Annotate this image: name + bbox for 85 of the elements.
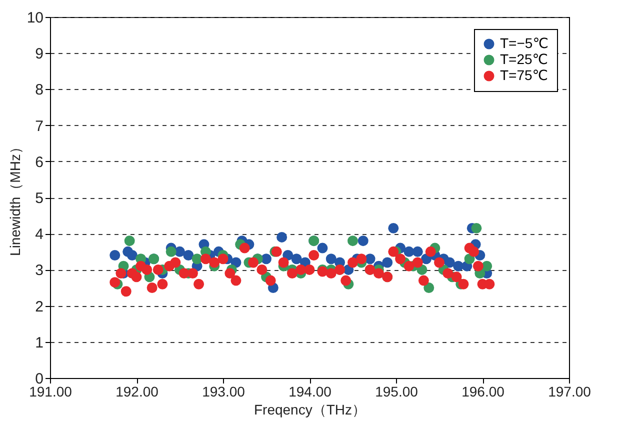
point: [348, 257, 358, 268]
x-tick-label: 197.00: [548, 384, 592, 400]
point: [326, 268, 336, 279]
point: [412, 246, 423, 257]
legend-label: T=−5℃: [500, 35, 548, 51]
point: [239, 242, 250, 254]
point: [209, 257, 220, 268]
point: [291, 254, 302, 264]
point: [326, 254, 336, 264]
y-tick-label: 1: [35, 334, 44, 352]
point: [183, 250, 194, 260]
point: [116, 268, 126, 279]
point: [404, 246, 414, 257]
point: [453, 260, 464, 272]
point: [296, 264, 306, 275]
y-tick-label: 3: [35, 262, 44, 280]
legend-label: T=75℃: [500, 67, 548, 83]
point: [434, 257, 444, 268]
point: [124, 236, 135, 246]
point: [110, 250, 120, 260]
y-tick-label: 2: [35, 298, 44, 316]
point: [152, 264, 164, 275]
point: [304, 264, 315, 275]
point: [442, 268, 454, 279]
point: [120, 286, 132, 297]
point: [388, 222, 399, 234]
x-tick-label: 195.00: [375, 384, 418, 400]
point: [265, 275, 276, 286]
point: [146, 282, 158, 293]
point: [224, 268, 236, 279]
point: [412, 257, 423, 268]
point: [358, 236, 368, 246]
point: [388, 246, 399, 257]
point: [356, 254, 367, 264]
y-tick-label: 10: [26, 10, 44, 26]
y-tick-label: 8: [35, 82, 44, 99]
point: [200, 254, 211, 264]
point: [166, 246, 176, 257]
point: [404, 260, 414, 272]
y-axis-title: Linewidth（MHz）: [6, 140, 23, 256]
point: [261, 254, 272, 264]
point: [286, 268, 298, 279]
point: [142, 264, 152, 275]
point: [382, 257, 393, 268]
y-tick-label: 7: [35, 118, 44, 135]
point: [110, 277, 120, 288]
point: [276, 232, 288, 242]
y-tick-label: 6: [35, 154, 44, 171]
y-tick-label: 5: [35, 190, 44, 207]
point: [458, 278, 469, 290]
point: [471, 222, 482, 234]
point: [468, 246, 480, 257]
point: [218, 254, 228, 264]
x-axis-title: Freqency（THz）: [254, 402, 366, 418]
y-tick-label: 9: [35, 46, 44, 63]
point: [194, 278, 204, 290]
point: [131, 272, 142, 282]
point: [248, 257, 259, 268]
point: [170, 257, 181, 268]
point: [317, 242, 328, 254]
x-tick-label: 192.00: [116, 384, 159, 400]
point: [340, 275, 352, 286]
point: [444, 257, 455, 268]
point: [472, 260, 484, 272]
point: [348, 236, 358, 246]
point: [395, 254, 406, 264]
point: [230, 275, 242, 286]
point: [256, 264, 268, 275]
point: [482, 260, 492, 272]
point: [126, 250, 138, 260]
point: [373, 268, 384, 279]
point: [425, 246, 436, 257]
point: [187, 268, 198, 279]
point: [451, 272, 462, 282]
point: [418, 275, 429, 286]
x-tick-label: 196.00: [462, 384, 505, 400]
point: [424, 282, 434, 293]
point: [278, 257, 289, 268]
x-tick-label: 194.00: [288, 384, 332, 400]
y-tick-label: 4: [35, 226, 44, 244]
point: [484, 278, 495, 290]
point: [308, 250, 320, 260]
x-tick-label: 193.00: [202, 384, 246, 400]
legend-label: T=25℃: [500, 51, 548, 67]
point: [157, 278, 168, 290]
